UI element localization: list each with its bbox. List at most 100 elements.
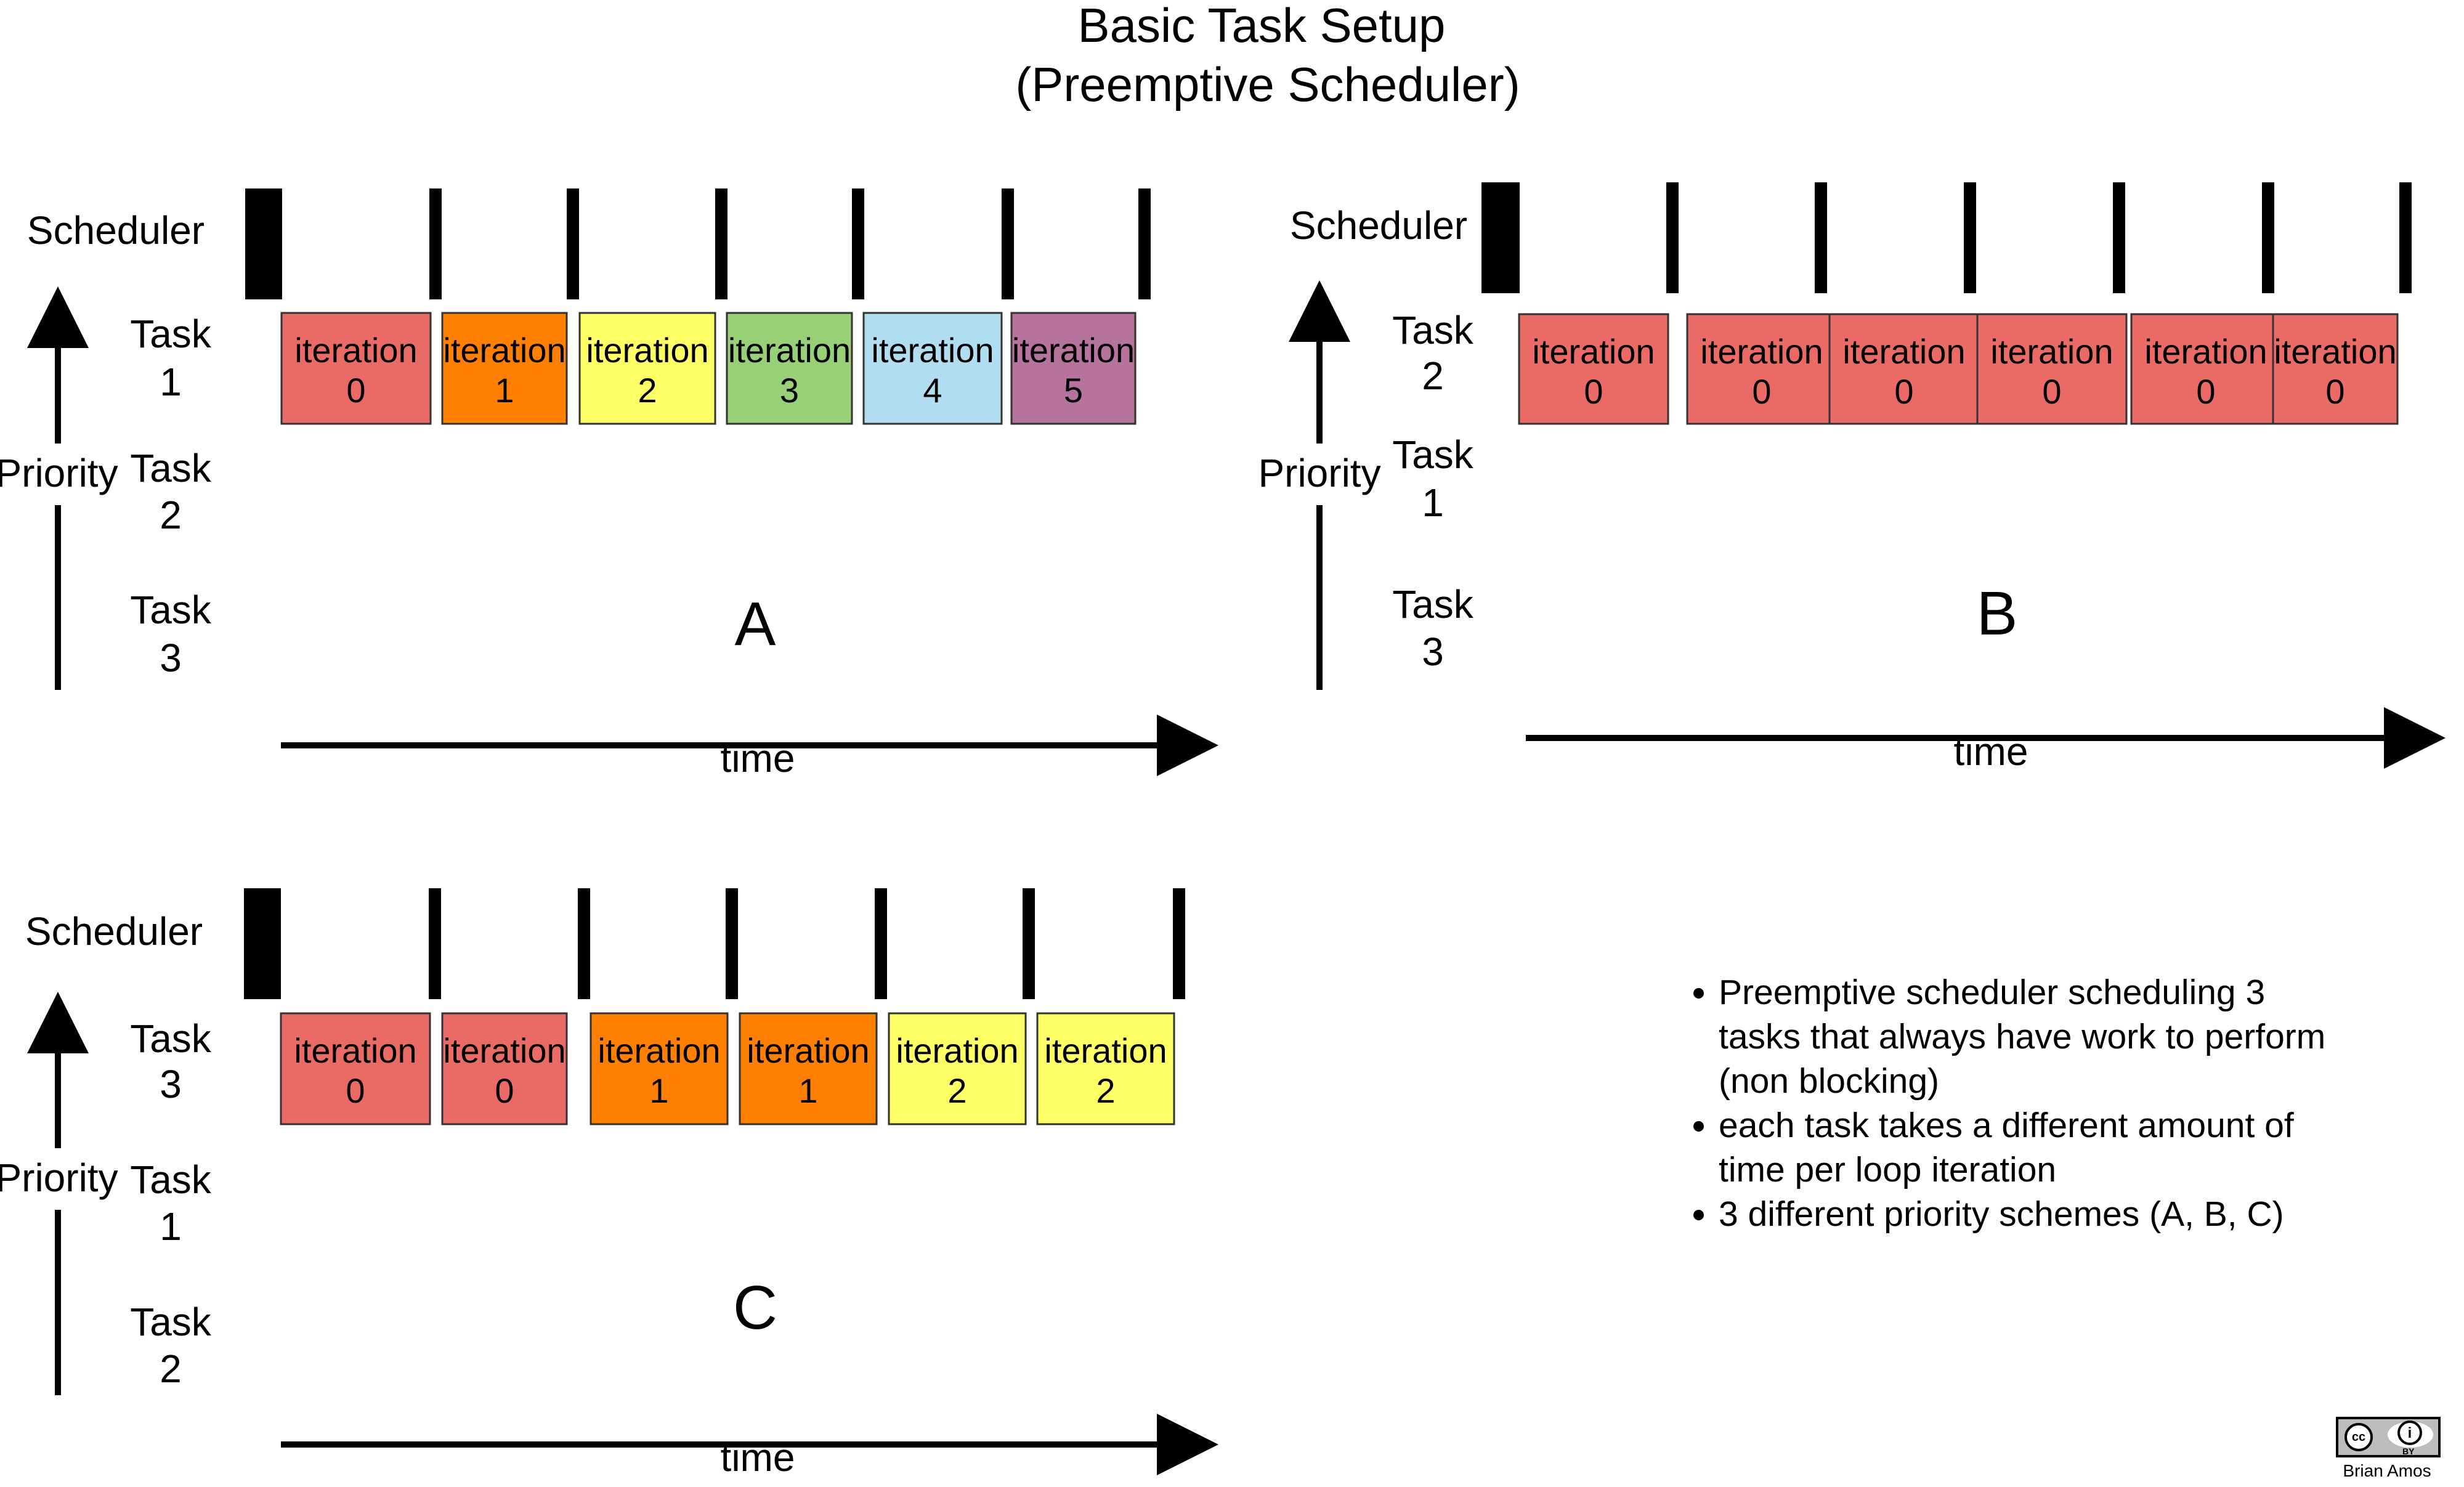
task-row-label-number: 2: [160, 493, 182, 537]
scheduler-label: Scheduler: [27, 208, 205, 253]
notes-list: Preemptive scheduler scheduling 3 tasks …: [1682, 970, 2347, 1236]
iteration-cell-word: iteration: [294, 331, 417, 370]
panel-c: iteration0iteration0iteration1iteration1…: [0, 888, 1218, 1480]
task-row-label-word: Task: [130, 312, 212, 356]
iteration-cell-box: [739, 1012, 878, 1125]
scheduler-tick: [567, 188, 579, 299]
task-row-label-word: Task: [1392, 582, 1474, 626]
iteration-cell-word: iteration: [728, 331, 851, 370]
iteration-cell-number: 0: [495, 1071, 514, 1110]
time-axis-label: time: [721, 1435, 795, 1480]
scheduler-tick: [429, 188, 442, 299]
iteration-cell-box: [726, 312, 853, 425]
task-row-label-word: Task: [130, 1157, 212, 1202]
scheduler-tick: [875, 888, 887, 999]
scheduler-tick: [2113, 182, 2125, 293]
iteration-cell-number: 0: [1894, 372, 1913, 411]
panel-b: iteration0iteration0iteration0iteration0…: [1258, 182, 2446, 774]
iteration-cell-number: 2: [1096, 1071, 1115, 1110]
person-icon: i: [2397, 1420, 2422, 1445]
iteration-cell-word: iteration: [871, 331, 994, 370]
task-row-label-number: 3: [160, 636, 182, 680]
iteration-cell-box: [888, 1012, 1027, 1125]
iteration-cell-box: [2130, 313, 2282, 425]
iteration-cell-number: 2: [947, 1071, 967, 1110]
diagram-title-line2: (Preemptive Scheduler): [1015, 57, 1520, 111]
note-item: each task takes a different amount of ti…: [1719, 1103, 2347, 1192]
scheduler-tick: [1666, 182, 1679, 293]
scheduler-tick: [578, 888, 590, 999]
iteration-cell-word: iteration: [2144, 332, 2267, 371]
iteration-cell-number: 1: [798, 1071, 817, 1110]
cc-icon: cc: [2344, 1423, 2373, 1451]
scheduler-tick: [715, 188, 727, 299]
panel-letter: A: [735, 590, 776, 658]
task-row-label-word: Task: [130, 1300, 212, 1344]
scheduler-tick: [1002, 188, 1014, 299]
iteration-cell-number: 1: [649, 1071, 668, 1110]
task-row-label-word: Task: [130, 446, 212, 490]
iteration-cell-number: 0: [2325, 372, 2344, 411]
scheduler-tick: [726, 888, 738, 999]
iteration-cell-word: iteration: [1532, 332, 1655, 371]
license-credit: cc i BY Brian Amos: [2328, 1417, 2446, 1485]
iteration-cell-word: iteration: [598, 1031, 720, 1070]
scheduler-tick: [2262, 182, 2274, 293]
task-row-label-number: 2: [1422, 354, 1444, 398]
panel-letter: B: [1977, 579, 2018, 648]
iteration-cell-number: 1: [495, 371, 514, 410]
iteration-cell-number: 0: [2196, 372, 2215, 411]
iteration-cell-word: iteration: [1012, 331, 1135, 370]
iteration-cell-box: [441, 1012, 568, 1125]
iteration-cell-box: [1518, 313, 1669, 425]
iteration-cell-box: [2272, 313, 2399, 425]
iteration-cell-box: [280, 312, 432, 425]
iteration-cell-box: [1686, 313, 1838, 425]
person-icon-wrap: i: [2388, 1420, 2433, 1448]
scheduler-start-block: [244, 888, 281, 999]
scheduler-tick: [2399, 182, 2412, 293]
note-item: 3 different priority schemes (A, B, C): [1719, 1192, 2347, 1236]
priority-label: Priority: [0, 1156, 118, 1200]
iteration-cell-number: 0: [1584, 372, 1603, 411]
by-label: BY: [2402, 1446, 2415, 1456]
iteration-cell-box: [280, 1012, 431, 1125]
scheduler-start-block: [245, 188, 282, 299]
iteration-cell-number: 0: [1752, 372, 1771, 411]
iteration-cell-word: iteration: [443, 331, 565, 370]
task-row-label-number: 1: [1422, 480, 1444, 525]
iteration-cell-word: iteration: [294, 1031, 416, 1070]
iteration-cell-word: iteration: [2274, 332, 2396, 371]
task-row-label-number: 1: [160, 360, 182, 404]
iteration-cell-number: 5: [1064, 371, 1083, 410]
scheduler-label: Scheduler: [1290, 203, 1467, 248]
iteration-cell-box: [862, 312, 1003, 425]
scheduler-tick: [1964, 182, 1976, 293]
scheduler-tick: [1023, 888, 1035, 999]
iteration-cell-number: 0: [2042, 372, 2061, 411]
iteration-cell-box: [1828, 313, 1980, 425]
iteration-cell-word: iteration: [1990, 332, 2113, 371]
scheduler-tick: [1173, 888, 1185, 999]
iteration-cell-number: 0: [346, 371, 365, 410]
task-row-label-number: 1: [160, 1204, 182, 1249]
task-row-label-number: 2: [160, 1347, 182, 1391]
iteration-cell-number: 0: [346, 1071, 365, 1110]
iteration-cell-word: iteration: [896, 1031, 1018, 1070]
